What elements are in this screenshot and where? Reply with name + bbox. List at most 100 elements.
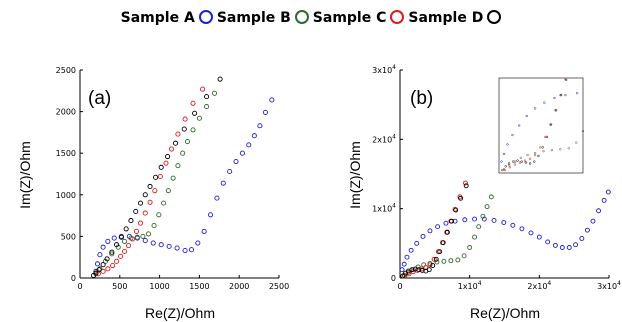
data-point — [109, 251, 115, 257]
inset-data-point — [503, 169, 507, 172]
y-tick-label: 1000 — [56, 191, 76, 200]
data-point — [93, 270, 99, 276]
data-point — [404, 254, 410, 260]
data-point — [114, 242, 120, 248]
data-point — [400, 273, 406, 279]
y-tick-label: 2x104 — [372, 133, 396, 144]
data-point — [140, 233, 146, 239]
data-point — [128, 218, 134, 224]
data-point — [214, 195, 220, 201]
data-point — [601, 197, 607, 203]
data-point — [426, 267, 432, 273]
data-point — [444, 229, 450, 235]
data-point — [195, 240, 201, 246]
data-point — [536, 234, 542, 240]
x-tick-label: 3x104 — [597, 280, 621, 291]
data-point — [94, 261, 101, 267]
data-point — [165, 188, 171, 194]
data-point — [420, 233, 426, 239]
inset-data-point — [500, 160, 503, 163]
data-point — [133, 208, 139, 214]
inset-data-point — [565, 78, 568, 82]
data-point — [170, 175, 176, 181]
data-point — [181, 126, 187, 132]
inset-data-point — [523, 159, 527, 162]
y-tick-label: 0 — [71, 274, 76, 283]
inset-data-point — [524, 161, 528, 164]
data-point — [573, 242, 579, 248]
inset-data-point — [559, 148, 562, 151]
data-point — [566, 245, 572, 250]
inset-data-point — [550, 149, 554, 152]
inset-data-point — [567, 147, 570, 150]
inset-data-point — [507, 162, 511, 165]
x-tick-exponent: 4 — [617, 280, 621, 287]
data-point — [123, 226, 129, 232]
y-tick-label: 500 — [61, 232, 76, 241]
data-point — [217, 76, 223, 82]
data-point — [147, 199, 153, 205]
data-point — [443, 220, 449, 226]
x-tick-exponent: 4 — [478, 280, 482, 287]
data-point — [161, 200, 167, 206]
data-point — [220, 180, 226, 186]
data-point — [467, 245, 473, 250]
y-axis-label: Im(Z)/Ohm — [347, 141, 363, 209]
data-point — [491, 218, 497, 223]
data-point — [175, 163, 181, 169]
y-tick-label: 0 — [391, 274, 396, 283]
data-point — [158, 164, 164, 170]
chart-panel-a: 0 500 1000 1500 2000 2500 0 500 1000 1500 2000 2500… — [17, 66, 289, 321]
data-point — [481, 216, 487, 222]
legend-item: Sample A — [121, 10, 213, 26]
data-point — [97, 252, 103, 258]
data-point — [433, 256, 439, 262]
data-point — [137, 200, 144, 206]
data-point — [257, 123, 263, 129]
data-point — [437, 249, 443, 255]
legend-label: Sample A — [120, 10, 195, 26]
data-point — [100, 244, 106, 250]
data-point — [166, 243, 172, 249]
data-point — [118, 234, 124, 240]
data-point — [104, 256, 110, 262]
data-point — [200, 86, 206, 92]
data-point — [151, 223, 157, 229]
data-point — [246, 142, 252, 148]
data-point — [448, 258, 454, 264]
data-point — [184, 139, 191, 145]
inset-data-point — [501, 169, 504, 172]
series-sample-d — [90, 76, 223, 279]
data-point — [461, 253, 467, 259]
data-point — [147, 183, 153, 190]
inset-data-point — [525, 114, 528, 118]
data-point — [190, 100, 196, 106]
data-point — [97, 266, 103, 272]
data-point — [129, 236, 136, 242]
data-point — [435, 224, 441, 230]
inset-data-point — [575, 92, 579, 95]
inset-data-point — [526, 153, 529, 157]
inset-plot — [478, 74, 588, 192]
data-point — [233, 158, 239, 165]
data-point — [480, 213, 486, 219]
data-point — [100, 262, 106, 268]
data-point — [519, 226, 525, 232]
series-sample-a — [399, 189, 611, 273]
x-tick-label: 0 — [77, 282, 82, 291]
data-point — [204, 104, 210, 110]
inset-frame — [498, 77, 584, 174]
data-point — [552, 242, 558, 248]
data-point — [180, 150, 186, 156]
series-sample-a — [93, 97, 275, 274]
inset-data-point — [559, 93, 562, 97]
data-point — [172, 140, 179, 146]
inset-data-point — [518, 124, 521, 127]
data-point — [153, 174, 159, 180]
data-point — [111, 235, 117, 241]
data-point — [401, 261, 407, 267]
chart-panel-b: 0 1x104 2x104 3x104 0 1x104 2x104 3x104 Re(Z)/Oh… — [347, 64, 621, 321]
data-point — [472, 234, 477, 240]
data-point — [157, 173, 163, 180]
data-point — [463, 180, 468, 186]
